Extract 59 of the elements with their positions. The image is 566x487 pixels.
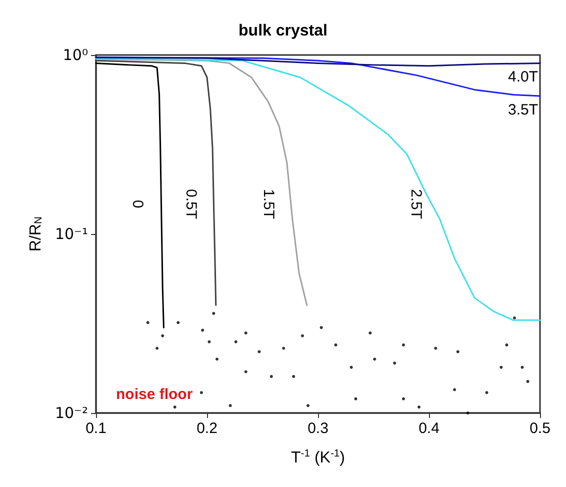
line-series — [95, 60, 217, 306]
point — [418, 406, 421, 409]
x-tick-label: 0.3 — [308, 420, 328, 437]
point — [244, 331, 248, 334]
point — [402, 343, 405, 346]
y-tick-label: 10⁻¹ — [54, 225, 88, 243]
point — [320, 326, 323, 330]
point — [434, 346, 438, 350]
line-series — [95, 62, 164, 328]
series-label: 3.5T — [508, 102, 538, 119]
point — [373, 358, 376, 361]
point — [368, 331, 372, 334]
point — [466, 412, 470, 414]
text: 1.5T — [260, 188, 277, 220]
point — [228, 404, 232, 408]
point — [161, 334, 164, 338]
x-tick-label: 0.5 — [530, 420, 550, 437]
point — [350, 366, 353, 369]
point — [146, 321, 150, 324]
point — [512, 316, 516, 320]
point — [200, 391, 203, 394]
point — [270, 374, 273, 378]
point — [393, 362, 396, 365]
point — [282, 346, 286, 350]
point — [500, 366, 503, 369]
point — [520, 366, 524, 369]
point — [526, 380, 530, 383]
annotation: noise floor — [116, 386, 193, 403]
point — [456, 350, 460, 354]
y-tick-label: 10⁻² — [54, 404, 88, 422]
point — [176, 321, 180, 324]
text: 0.5T — [182, 188, 200, 220]
point — [505, 343, 508, 346]
line-series — [95, 57, 541, 321]
chart-title: bulk crystal — [238, 22, 328, 40]
line-series — [95, 58, 308, 306]
point — [300, 334, 304, 338]
text: 2.5T — [408, 188, 425, 220]
line-series — [95, 56, 541, 67]
point — [215, 358, 218, 361]
series-label: 4.0T — [508, 68, 538, 86]
point — [292, 374, 296, 378]
point — [212, 312, 216, 315]
x-tick-label: 0.4 — [418, 420, 440, 437]
point — [208, 340, 211, 344]
x-tick-label: 0.2 — [196, 420, 218, 437]
point — [402, 397, 405, 400]
point — [306, 404, 310, 408]
y-axis-title: R/RN — [27, 216, 45, 252]
point — [453, 388, 456, 392]
point — [485, 391, 488, 394]
y-tick-label: 10⁰ — [62, 46, 88, 64]
text: 0 — [128, 200, 146, 208]
point — [156, 346, 159, 350]
point — [334, 343, 338, 346]
x-tick-label: 0.1 — [86, 420, 106, 437]
point — [258, 350, 261, 354]
point — [173, 406, 176, 409]
point — [201, 328, 204, 332]
